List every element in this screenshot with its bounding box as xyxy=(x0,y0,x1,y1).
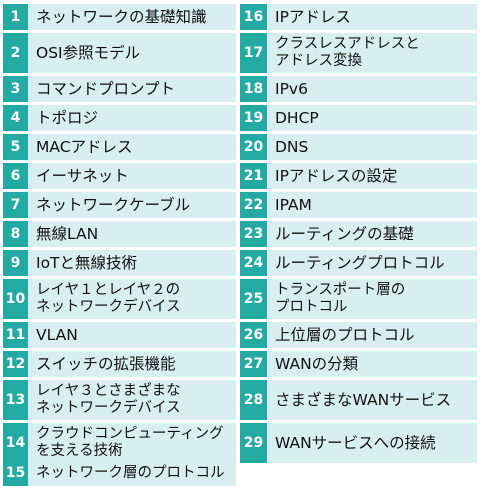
topic-label: レイヤ１とレイヤ２の ネットワークデバイス xyxy=(28,279,236,319)
topic-row-16: 16 IPアドレス xyxy=(240,4,477,30)
topic-label: トランスポート層の プロトコル xyxy=(267,279,477,319)
topic-row-8: 8 無線LAN xyxy=(3,221,236,247)
topic-number: 27 xyxy=(240,351,267,377)
topic-label: DNS xyxy=(267,134,477,160)
topic-label: WANの分類 xyxy=(267,351,477,377)
topic-row-6: 6 イーサネット xyxy=(3,163,236,189)
topic-label-line: クラスレスアドレスと xyxy=(275,36,420,52)
topic-number: 8 xyxy=(3,221,28,247)
topic-number: 13 xyxy=(3,380,28,420)
topic-row-15: 15 ネットワーク層のプロトコル xyxy=(3,460,236,486)
topic-number: 28 xyxy=(240,380,267,420)
topic-label: IPAM xyxy=(267,192,477,218)
topic-label: さまざまなWANサービス xyxy=(267,380,477,420)
topic-row-22: 22 IPAM xyxy=(240,192,477,218)
topic-number: 14 xyxy=(3,423,28,463)
topic-number: 10 xyxy=(3,279,28,319)
topic-number: 7 xyxy=(3,192,28,218)
topic-label-line: トランスポート層の xyxy=(275,282,406,298)
topic-number: 1 xyxy=(3,4,28,30)
topic-number: 24 xyxy=(240,250,267,276)
topic-label: IPアドレス xyxy=(267,4,477,30)
topic-row-4: 4 トポロジ xyxy=(3,105,236,131)
topic-label-line: を支える技術 xyxy=(36,443,123,459)
topic-row-12: 12 スイッチの拡張機能 xyxy=(3,351,236,377)
topic-row-21: 21 IPアドレスの設定 xyxy=(240,163,477,189)
topic-number: 15 xyxy=(3,460,28,486)
topic-number: 23 xyxy=(240,221,267,247)
topic-label-line: レイヤ３とさまざまな xyxy=(36,383,181,399)
topic-row-11: 11 VLAN xyxy=(3,322,236,348)
topic-row-23: 23 ルーティングの基礎 xyxy=(240,221,477,247)
topic-label: 無線LAN xyxy=(28,221,236,247)
topic-row-28: 28 さまざまなWANサービス xyxy=(240,380,477,420)
topic-label: クラウドコンピューティング を支える技術 xyxy=(28,423,236,463)
topic-label: ネットワーク層のプロトコル xyxy=(28,460,236,486)
topic-label: ルーティングの基礎 xyxy=(267,221,477,247)
topic-label: クラスレスアドレスと アドレス変換 xyxy=(267,33,477,73)
topic-label: トポロジ xyxy=(28,105,236,131)
topic-number: 21 xyxy=(240,163,267,189)
topic-number: 2 xyxy=(3,33,28,73)
topic-label: レイヤ３とさまざまな ネットワークデバイス xyxy=(28,380,236,420)
topic-number: 19 xyxy=(240,105,267,131)
topic-label: 上位層のプロトコル xyxy=(267,322,477,348)
topic-row-19: 19 DHCP xyxy=(240,105,477,131)
topic-label: DHCP xyxy=(267,105,477,131)
topic-label: WANサービスへの接続 xyxy=(267,423,477,463)
topic-label-line: レイヤ１とレイヤ２の xyxy=(36,282,181,298)
topic-number: 11 xyxy=(3,322,28,348)
topic-label-line: クラウドコンピューティング xyxy=(36,426,224,442)
topic-row-24: 24 ルーティングプロトコル xyxy=(240,250,477,276)
topic-number: 20 xyxy=(240,134,267,160)
topic-row-25: 25 トランスポート層の プロトコル xyxy=(240,279,477,319)
topic-number: 22 xyxy=(240,192,267,218)
topic-label: VLAN xyxy=(28,322,236,348)
topic-row-14: 14 クラウドコンピューティング を支える技術 xyxy=(3,423,236,463)
topic-number: 26 xyxy=(240,322,267,348)
topic-row-7: 7 ネットワークケーブル xyxy=(3,192,236,218)
topic-row-18: 18 IPv6 xyxy=(240,76,477,102)
topic-number: 17 xyxy=(240,33,267,73)
topic-row-27: 27 WANの分類 xyxy=(240,351,477,377)
topic-row-2: 2 OSI参照モデル xyxy=(3,33,236,73)
topic-label: スイッチの拡張機能 xyxy=(28,351,236,377)
topic-number: 9 xyxy=(3,250,28,276)
topic-number: 12 xyxy=(3,351,28,377)
topic-label: ルーティングプロトコル xyxy=(267,250,477,276)
topic-row-9: 9 IoTと無線技術 xyxy=(3,250,236,276)
topic-number: 5 xyxy=(3,134,28,160)
topic-label: MACアドレス xyxy=(28,134,236,160)
topic-row-20: 20 DNS xyxy=(240,134,477,160)
topic-row-1: 1 ネットワークの基礎知識 xyxy=(3,4,236,30)
topic-number: 6 xyxy=(3,163,28,189)
topic-label-line: プロトコル xyxy=(275,299,348,315)
topic-number: 25 xyxy=(240,279,267,319)
topic-row-26: 26 上位層のプロトコル xyxy=(240,322,477,348)
topic-label: ネットワークケーブル xyxy=(28,192,236,218)
topic-label-line: ネットワークデバイス xyxy=(36,299,181,315)
topic-label-line: アドレス変換 xyxy=(275,53,362,69)
topic-number: 18 xyxy=(240,76,267,102)
topic-row-17: 17 クラスレスアドレスと アドレス変換 xyxy=(240,33,477,73)
topic-row-5: 5 MACアドレス xyxy=(3,134,236,160)
topic-number: 4 xyxy=(3,105,28,131)
topic-label: IoTと無線技術 xyxy=(28,250,236,276)
topic-label: IPv6 xyxy=(267,76,477,102)
topic-number: 3 xyxy=(3,76,28,102)
topic-label-line: ネットワークデバイス xyxy=(36,400,181,416)
topic-label: ネットワークの基礎知識 xyxy=(28,4,236,30)
topic-row-3: 3 コマンドプロンプト xyxy=(3,76,236,102)
topic-label: コマンドプロンプト xyxy=(28,76,236,102)
topic-number: 16 xyxy=(240,4,267,30)
topic-row-29: 29 WANサービスへの接続 xyxy=(240,423,477,463)
topic-label: イーサネット xyxy=(28,163,236,189)
topic-row-13: 13 レイヤ３とさまざまな ネットワークデバイス xyxy=(3,380,236,420)
topic-label: IPアドレスの設定 xyxy=(267,163,477,189)
topic-label: OSI参照モデル xyxy=(28,33,236,73)
topic-number: 29 xyxy=(240,423,267,463)
topic-row-10: 10 レイヤ１とレイヤ２の ネットワークデバイス xyxy=(3,279,236,319)
